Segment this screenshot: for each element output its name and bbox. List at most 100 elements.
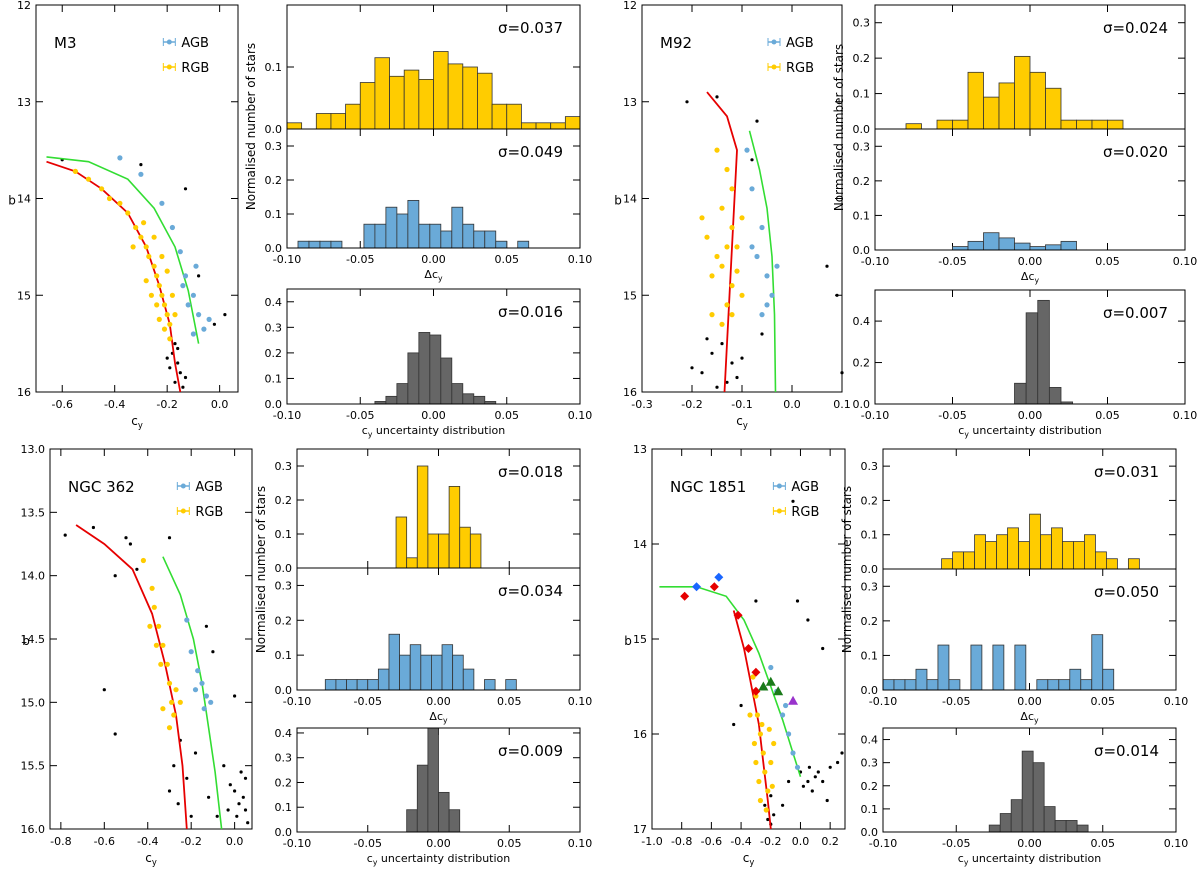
star-point <box>813 775 817 779</box>
diamond-marker <box>751 667 761 677</box>
star-point <box>181 385 185 389</box>
x-tick-label: 0.00 <box>1017 695 1042 708</box>
star-point <box>128 542 132 546</box>
star-point <box>750 674 756 680</box>
star-point <box>747 712 753 718</box>
star-point <box>183 187 188 191</box>
hist-bar <box>377 668 390 691</box>
star-point <box>790 750 796 756</box>
star-point <box>204 624 208 628</box>
cmd-x-tick-label: -0.4 <box>137 835 158 848</box>
hist-y-label: Normalised number of stars <box>832 44 846 211</box>
star-point <box>154 273 160 279</box>
hist-y-label: Normalised number of stars <box>840 486 854 653</box>
star-point <box>235 814 239 818</box>
star-point <box>768 759 774 766</box>
hist-bar <box>948 679 961 691</box>
star-point <box>168 366 172 370</box>
rgb-bars <box>395 465 482 569</box>
star-point <box>141 220 147 226</box>
star-point <box>117 200 123 206</box>
star-point <box>243 808 248 812</box>
hist-bar <box>1014 242 1031 251</box>
star-point <box>734 268 740 274</box>
cmd-x-tick-label: -0.6 <box>701 835 722 848</box>
blue-diamonds <box>692 572 724 592</box>
star-point <box>167 536 172 540</box>
hist-uncertainty: 0.0 0.1 0.2 0.3 0.4 -0.10 -0.05 0.00 0.05 0.10 σ=0… <box>861 727 1188 867</box>
cmd-x-tick-label: 0.0 <box>783 398 801 411</box>
diamond-marker <box>709 582 719 592</box>
hist-bar <box>905 123 922 130</box>
y-tick-label: 0.0 <box>853 123 871 136</box>
star-point <box>719 321 725 327</box>
legend-agb-marker <box>180 483 186 489</box>
hist-bar <box>952 551 964 570</box>
star-point <box>161 326 168 332</box>
diamond-marker <box>692 582 702 592</box>
legend-agb-label: AGB <box>181 36 209 51</box>
hist-bar <box>330 240 343 249</box>
agb-stars <box>117 155 212 337</box>
star-point <box>146 253 152 260</box>
hist-bar <box>1029 71 1046 130</box>
triangle-marker <box>788 695 799 705</box>
star-point <box>759 224 765 231</box>
star-point <box>764 302 770 308</box>
cluster-name: M3 <box>54 34 77 52</box>
hist-bar <box>406 809 418 833</box>
hist-bar <box>1127 558 1140 570</box>
hist-bar <box>1010 799 1023 833</box>
rgb-bars <box>905 55 1124 130</box>
unc-bars <box>988 750 1089 833</box>
hist-bar <box>319 240 332 249</box>
star-point <box>167 789 172 793</box>
y-tick-label: 0.0 <box>853 398 871 411</box>
delta-cy-axis-label: Δcy <box>1021 270 1040 285</box>
hist-bar <box>438 791 450 833</box>
hist-bar <box>941 558 953 570</box>
hist-bar <box>308 240 321 249</box>
star-point <box>211 650 215 654</box>
cluster-name: M92 <box>660 34 692 52</box>
x-tick-label: 0.05 <box>1095 255 1120 268</box>
star-point <box>193 751 198 755</box>
hist-y-axis-label: Normalised number of stars <box>254 486 268 653</box>
legend-rgb-label: RGB <box>195 505 223 520</box>
star-point <box>159 253 165 260</box>
cmd-y-tick-label: 15 <box>623 289 637 302</box>
cmd-y-tick-label: 15 <box>633 633 647 646</box>
x-tick-label: 0.10 <box>568 253 593 266</box>
star-point <box>140 557 146 564</box>
star-point <box>690 366 694 370</box>
star-point <box>173 687 179 693</box>
hist-rgb: 0.0 0.1 0.2 0.3 σ=0.031 <box>861 448 1177 576</box>
cmd-y-tick-label: 15.0 <box>21 696 46 709</box>
hist-bar <box>286 122 303 130</box>
cmd-y-tick-label: 12 <box>17 0 31 12</box>
star-point <box>715 95 719 99</box>
y-tick-label: 0.0 <box>275 684 293 697</box>
star-point <box>176 802 180 806</box>
star-point <box>189 814 193 818</box>
y-tick-label: 0.4 <box>265 296 283 309</box>
x-tick-label: 0.00 <box>1018 255 1043 268</box>
star-point <box>169 699 175 705</box>
field-stars <box>732 499 844 826</box>
panel-ngc362: -0.8 -0.6 -0.4 -0.2 0.0 13.0 13.5 14.0 14.5 15.0 1… <box>21 443 593 867</box>
y-tick-label: 0.3 <box>853 140 871 153</box>
cmd-y-tick-label: 13 <box>623 96 637 109</box>
star-point <box>164 268 170 274</box>
field-stars <box>60 158 227 389</box>
star-point <box>139 163 143 167</box>
hist-bar <box>1040 534 1052 570</box>
hist-bar <box>983 232 1000 251</box>
star-point <box>212 322 216 326</box>
star-point <box>130 244 136 250</box>
sigma-label: σ=0.049 <box>498 143 563 161</box>
y-tick-label: 0.2 <box>275 494 293 507</box>
star-point <box>734 244 740 250</box>
hist-bar <box>429 223 442 249</box>
